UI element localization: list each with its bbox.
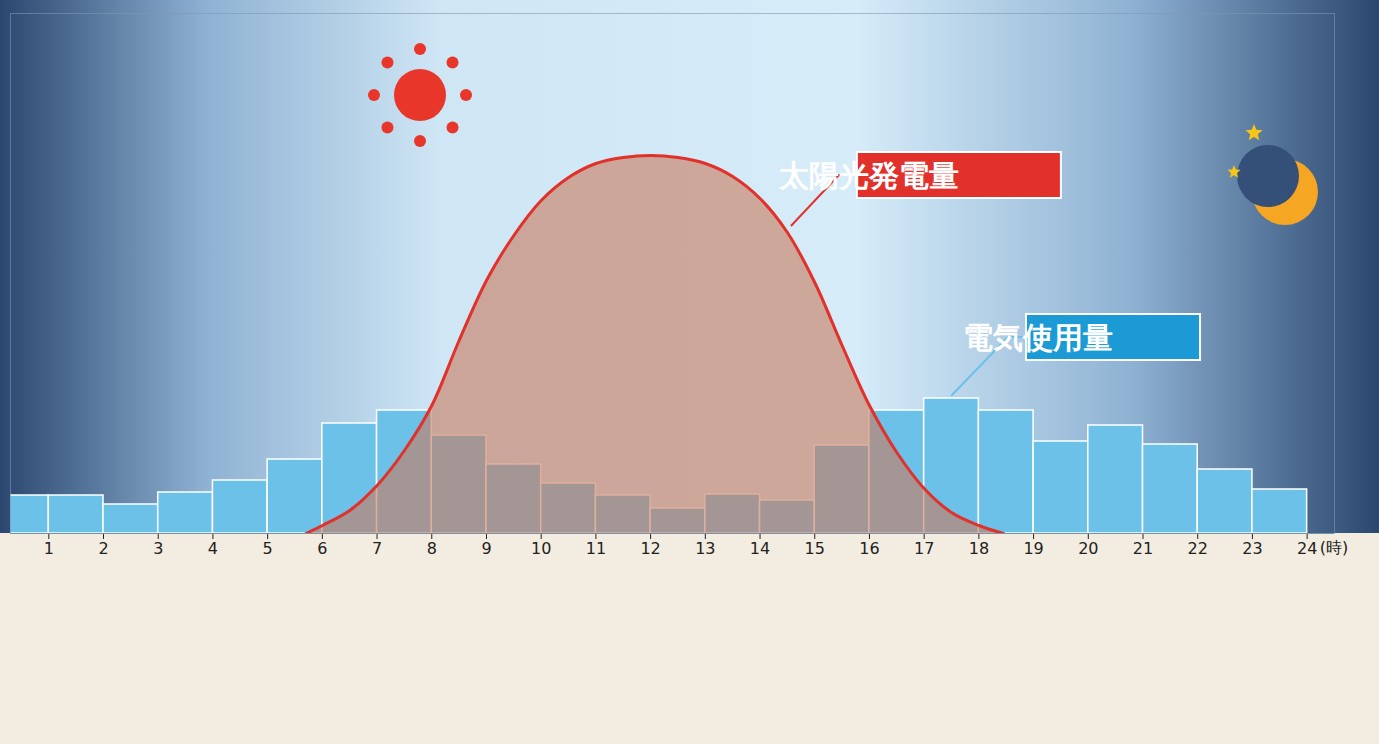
svg-text:19: 19 [1023,539,1043,558]
svg-text:太陽光発電量: 太陽光発電量 [778,158,959,193]
svg-text:電気使用量: 電気使用量 [963,320,1113,355]
svg-text:3: 3 [153,539,163,558]
svg-text:10: 10 [531,539,551,558]
svg-text:21: 21 [1133,539,1153,558]
svg-text:20: 20 [1078,539,1098,558]
svg-text:23: 23 [1242,539,1262,558]
svg-text:14: 14 [750,539,770,558]
svg-text:17: 17 [914,539,934,558]
svg-text:8: 8 [427,539,437,558]
svg-text:7: 7 [372,539,382,558]
svg-text:18: 18 [969,539,989,558]
svg-text:5: 5 [263,539,273,558]
svg-text:13: 13 [695,539,715,558]
svg-text:2: 2 [98,539,108,558]
svg-text:24: 24 [1297,539,1317,558]
svg-text:11: 11 [586,539,606,558]
svg-text:1: 1 [44,539,54,558]
svg-text:22: 22 [1188,539,1208,558]
svg-text:16: 16 [859,539,879,558]
svg-text:4: 4 [208,539,218,558]
svg-text:15: 15 [805,539,825,558]
svg-text:(時): (時) [1320,538,1348,557]
svg-text:9: 9 [481,539,491,558]
svg-text:12: 12 [640,539,660,558]
svg-text:6: 6 [317,539,327,558]
